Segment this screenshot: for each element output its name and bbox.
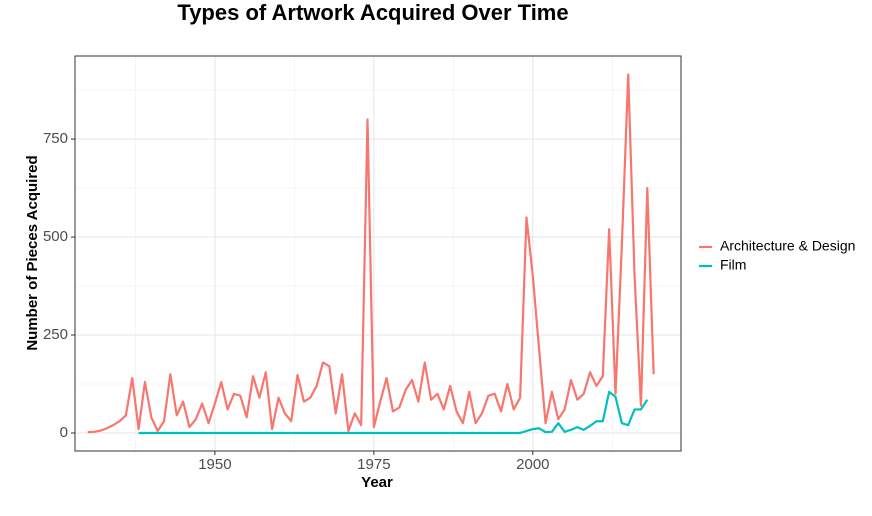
x-tick-label: 2000 [516, 456, 549, 473]
lines [87, 73, 655, 435]
y-tick-label: 500 [43, 228, 68, 245]
series-line [87, 73, 655, 434]
legend-label: Film [720, 257, 746, 273]
y-axis-label: Number of Pieces Acquired [24, 155, 41, 350]
legend: Architecture & Design Film [699, 238, 855, 273]
y-tick-label: 750 [43, 130, 68, 147]
y-tick-label: 250 [43, 326, 68, 343]
series-line [138, 390, 649, 435]
panel-border [74, 55, 682, 452]
y-tick-label: 0 [60, 424, 68, 441]
grid [75, 56, 681, 451]
legend-label: Architecture & Design [720, 238, 855, 254]
axes: 0 250 500 750 1950 1975 2000 [43, 130, 550, 473]
x-tick-label: 1950 [198, 456, 231, 473]
chart-title: Types of Artwork Acquired Over Time [177, 0, 568, 25]
x-tick-label: 1975 [357, 456, 390, 473]
x-axis-label: Year [361, 474, 393, 491]
